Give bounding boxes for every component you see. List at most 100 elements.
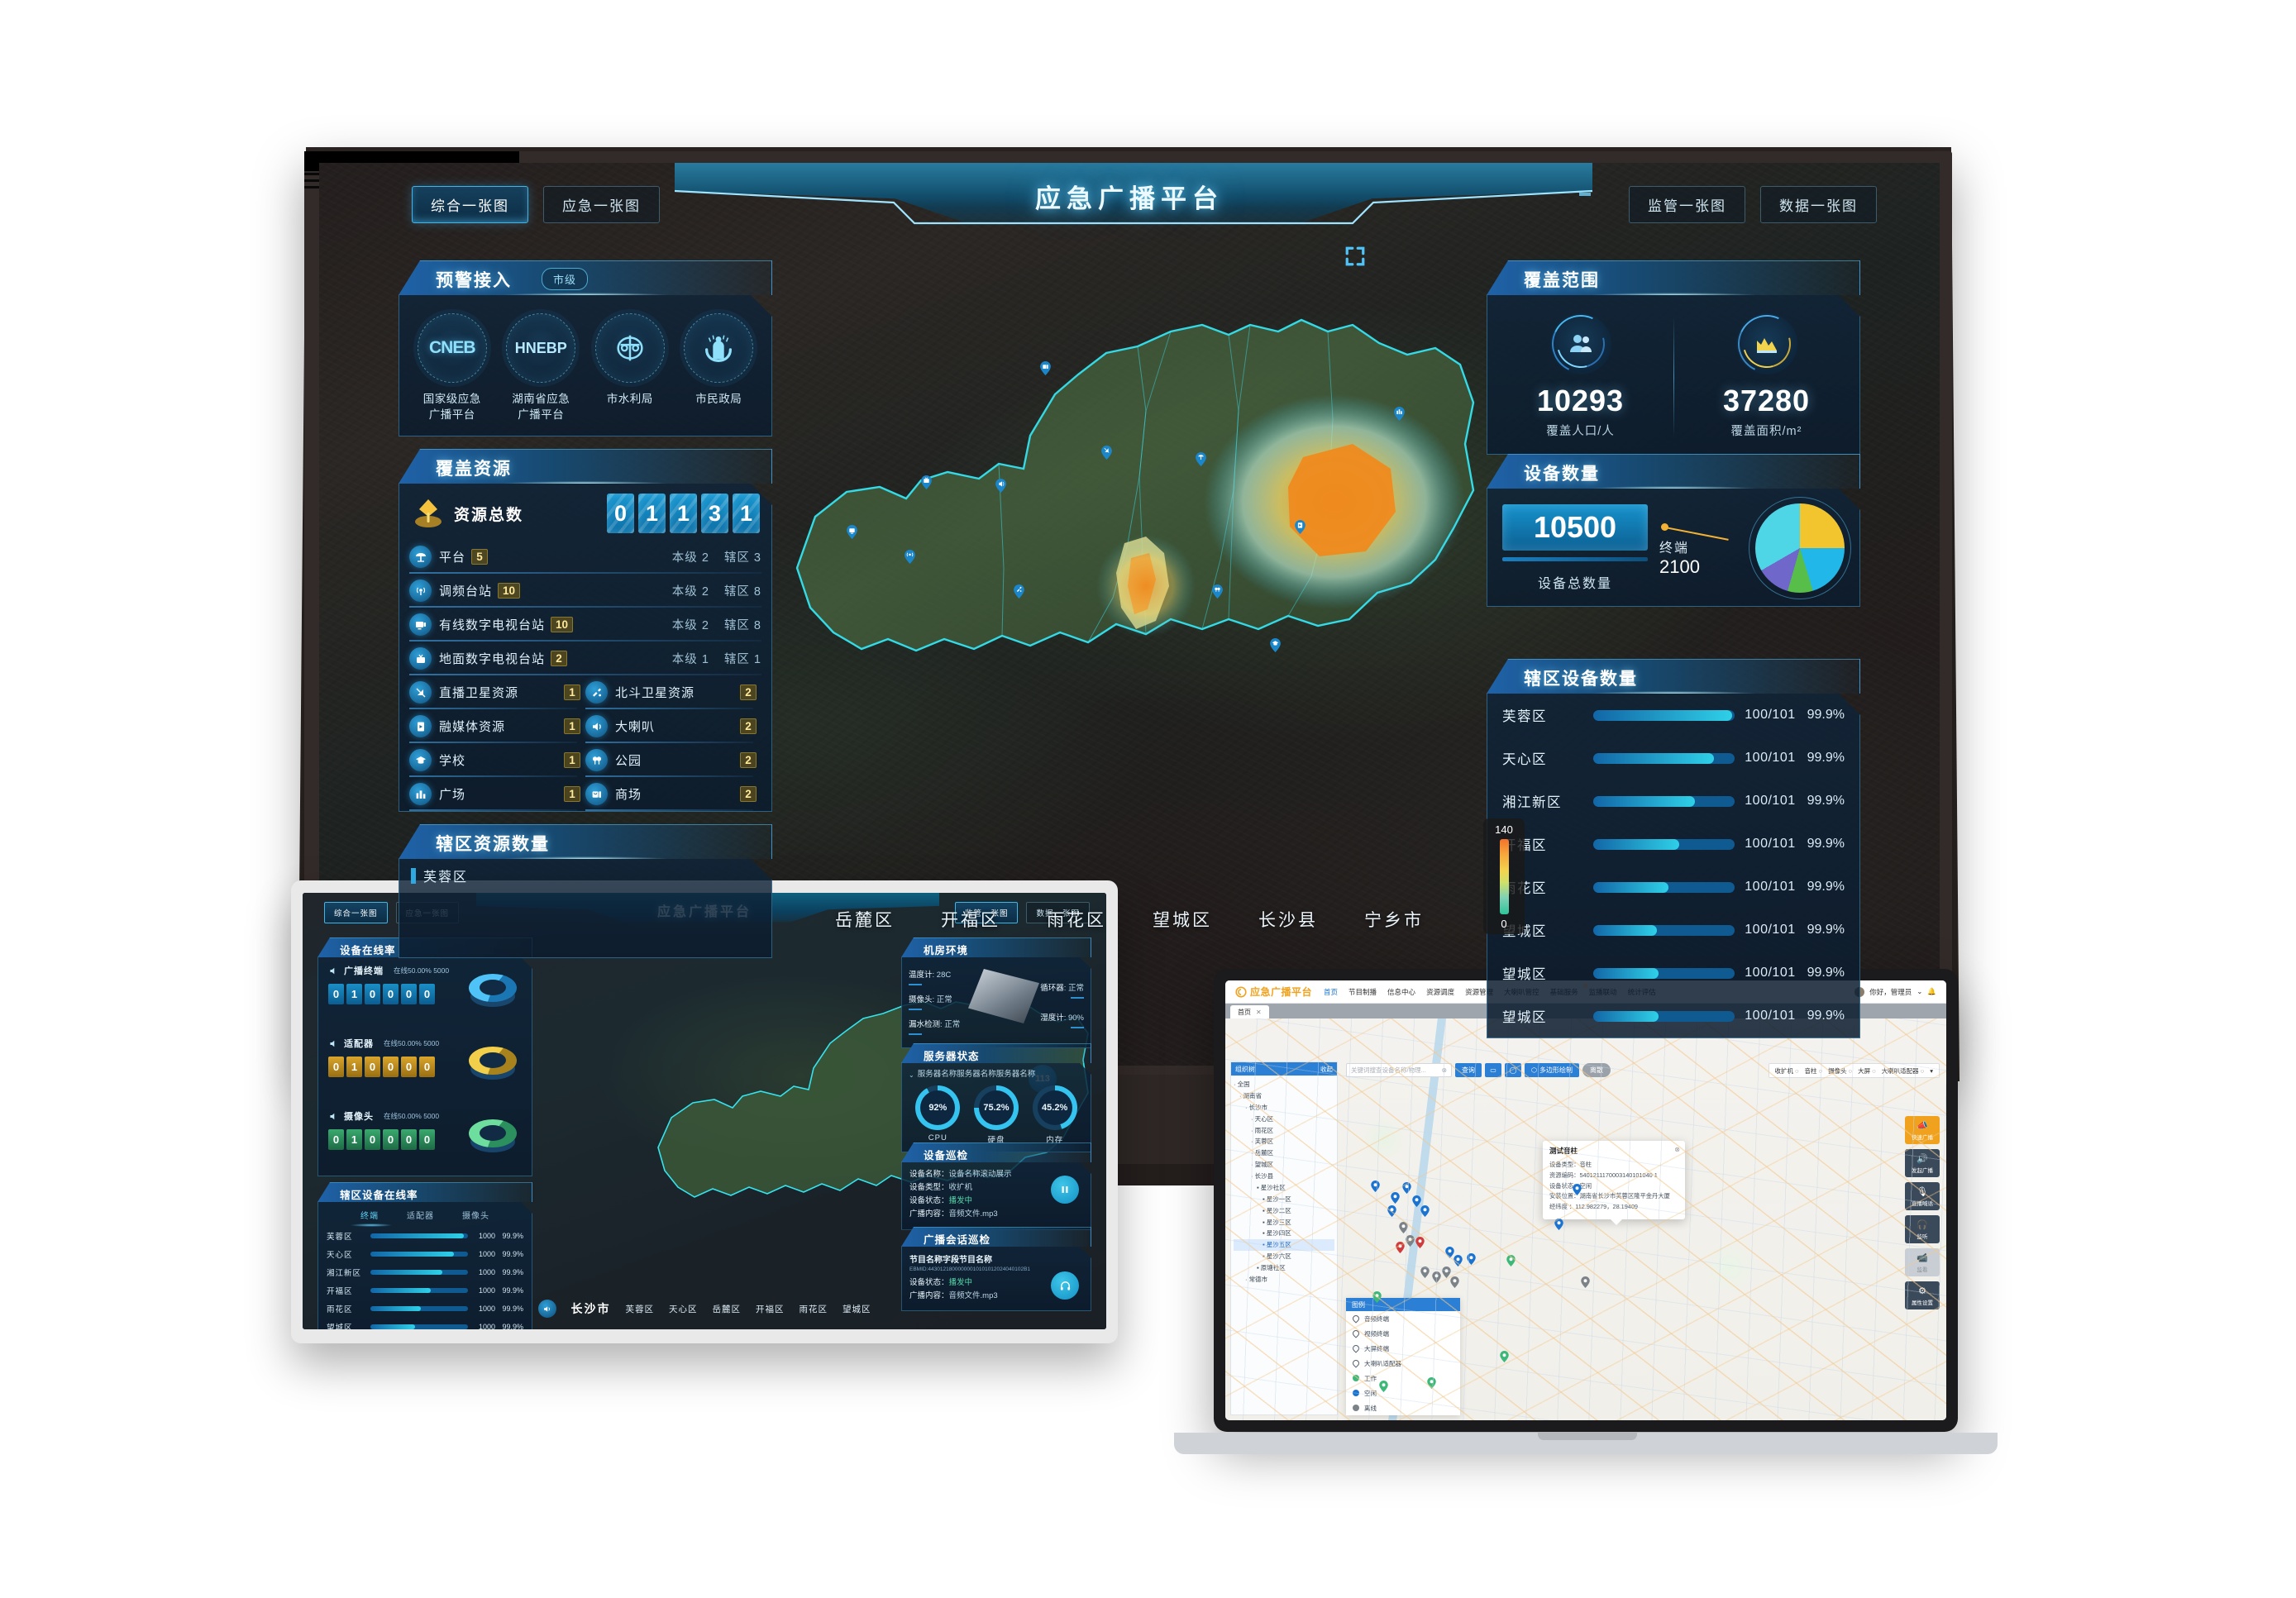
map-device-marker[interactable] [1387, 1205, 1396, 1217]
resource-row-platform[interactable]: 平台 5 本级 2 辖区 3 [399, 540, 771, 574]
district-label[interactable]: 宁乡市 [1364, 911, 1424, 930]
tab-data-map[interactable]: 数据一张图 [1760, 186, 1877, 223]
filter-checkbox[interactable]: 大喇叭适配器 ◌ [1881, 1066, 1925, 1075]
map-device-marker[interactable] [1432, 1271, 1441, 1283]
tab-supervision-map[interactable]: 监管一张图 [1629, 186, 1745, 223]
tree-node[interactable]: · 常德市 [1245, 1275, 1268, 1283]
table-row[interactable]: 湘江新区 1000 99.9% [327, 1263, 523, 1281]
search-input[interactable]: 关键词搜查设备名称/物理... ⊗ [1346, 1063, 1452, 1077]
resource-row-mall[interactable]: 商场 2 [585, 777, 761, 811]
map-device-marker[interactable] [1500, 1351, 1509, 1362]
rate-tab-camera[interactable]: 摄像头 [462, 1212, 489, 1221]
table-row[interactable]: 芙蓉区 100/101 99.9% [1487, 694, 1859, 737]
resource-row-beidou-satellite[interactable]: 北斗卫星资源 2 [585, 675, 761, 709]
map-marker-monitor[interactable] [847, 525, 857, 539]
map-device-marker[interactable] [1442, 1266, 1451, 1278]
filter-checkbox[interactable]: 大屏 ◌ [1858, 1066, 1876, 1075]
resource-row-school[interactable]: 学校 1 [409, 743, 585, 777]
map-marker-square[interactable] [1394, 407, 1405, 421]
tree-node[interactable]: · 岳麓区 [1251, 1149, 1274, 1157]
tree-node[interactable]: ▪ 星沙六区 [1263, 1252, 1291, 1261]
map-marker-speaker[interactable] [995, 479, 1006, 493]
district-label[interactable]: 雨花区 [799, 1304, 828, 1314]
table-row[interactable]: 望城区 100/101 99.9% [1487, 952, 1859, 995]
fullscreen-icon[interactable] [1344, 246, 1366, 267]
nav-item-menu[interactable]: 节目制播 [1348, 987, 1377, 996]
tree-node[interactable]: ▪ 星沙三区 [1263, 1218, 1291, 1226]
resource-row-loudspeaker[interactable]: 大喇叭 2 [585, 709, 761, 743]
district-label[interactable]: 开福区 [941, 911, 1000, 930]
resource-row-park[interactable]: 公园 2 [585, 743, 761, 777]
map-marker-school[interactable] [1270, 638, 1281, 652]
tab-comprehensive-map[interactable]: 综合一张图 [412, 186, 528, 223]
tree-node[interactable]: · 雨花区 [1251, 1126, 1274, 1134]
map-device-marker[interactable] [1379, 1381, 1388, 1392]
filter-checkbox[interactable]: 收扩机 ◌ [1774, 1066, 1799, 1075]
map-device-marker[interactable] [1554, 1219, 1563, 1230]
bell-icon[interactable]: 🔔 [1927, 987, 1936, 995]
rate-tab-adapter[interactable]: 适配器 [407, 1212, 434, 1221]
map-device-marker[interactable] [1406, 1235, 1415, 1247]
changsha-map[interactable] [782, 295, 1485, 758]
map-device-marker[interactable] [1415, 1237, 1425, 1248]
pause-icon[interactable] [1051, 1176, 1079, 1204]
nav-item-menu[interactable]: 资源管理 [1465, 987, 1494, 996]
tree-node[interactable]: · 全国 [1234, 1080, 1250, 1088]
warning-source-civil-affairs[interactable]: 市民政局 [677, 313, 760, 422]
filter-checkbox[interactable]: 音柱 ◌ [1804, 1066, 1823, 1075]
table-row[interactable]: 望城区 100/101 99.9% [1487, 909, 1859, 952]
map-device-marker[interactable] [1581, 1276, 1590, 1288]
chevron-down-icon[interactable]: ⌄ [909, 1071, 914, 1079]
table-row[interactable]: 望城区 100/101 99.9% [1487, 995, 1859, 1038]
district-label[interactable]: 岳麓区 [835, 911, 895, 930]
warning-source-hnebp[interactable]: HNEBP 湖南省应急 广播平台 [499, 313, 582, 422]
side-button-watch[interactable]: 📹 监看 [1905, 1248, 1940, 1276]
nav-item-menu[interactable]: 信息中心 [1387, 987, 1416, 996]
legend-item[interactable]: 空闲 [1346, 1386, 1460, 1400]
map-device-marker[interactable] [1371, 1181, 1380, 1192]
rectangle-tool-icon[interactable]: ▭ [1485, 1063, 1501, 1077]
district-label[interactable]: 天心区 [669, 1304, 698, 1314]
rate-tab-terminal[interactable]: 终端 [360, 1212, 379, 1221]
polygon-draw-button[interactable]: ⬡ 多边形绘制 [1525, 1063, 1579, 1077]
district-label[interactable]: 岳麓区 [712, 1304, 741, 1314]
map-marker-media-convergence[interactable] [1295, 520, 1306, 534]
china-map-container[interactable] [782, 262, 1485, 1047]
map-marker-fm-station[interactable] [905, 550, 915, 564]
map-device-marker[interactable] [1420, 1205, 1430, 1217]
map-device-marker[interactable] [1402, 1182, 1411, 1194]
side-button-quick-broadcast[interactable]: 📣 快速广播 [1905, 1116, 1940, 1144]
side-button-start-broadcast[interactable]: 🔊 发起广播 [1905, 1149, 1940, 1177]
nav-item-home[interactable]: 首页 [1324, 987, 1339, 996]
warning-source-water-bureau[interactable]: 市水利局 [589, 313, 671, 422]
table-row[interactable]: 雨花区 1000 99.9% [327, 1300, 523, 1318]
map-device-marker[interactable] [1427, 1377, 1436, 1389]
map-marker-platform[interactable] [1196, 452, 1206, 466]
table-row[interactable]: 天心区 1000 99.9% [327, 1245, 523, 1263]
chevron-down-icon[interactable]: ▾ [1930, 1066, 1933, 1075]
map-marker-park[interactable] [1212, 584, 1223, 599]
table-row[interactable]: 芙蓉区 1000 99.9% [327, 1227, 523, 1245]
clear-icon[interactable]: ⊗ [1441, 1066, 1447, 1074]
legend-item[interactable]: 视频终端 [1346, 1326, 1460, 1341]
laptop-map[interactable]: 组织树 收起 · 全国 · 湖南省 · 长沙市 · 天心区 · 雨花区 · 芙蓉区 · 岳麓… [1225, 1018, 1946, 1420]
map-device-marker[interactable] [1506, 1255, 1516, 1266]
district-label[interactable]: 望城区 [843, 1304, 871, 1314]
map-device-marker[interactable] [1467, 1253, 1476, 1265]
collapse-icon[interactable]: 收起 [1320, 1065, 1333, 1073]
map-marker-mall[interactable] [1040, 361, 1051, 375]
headphone-icon[interactable] [1051, 1271, 1079, 1300]
close-icon[interactable]: ⊗ [1674, 1146, 1680, 1153]
tree-node[interactable]: ▪ 星沙五区 [1234, 1239, 1334, 1252]
filter-checkbox[interactable]: 摄像头 ◌ [1828, 1066, 1853, 1075]
legend-item[interactable]: 大屏终端 [1346, 1341, 1460, 1356]
district-label[interactable]: 望城区 [1153, 911, 1212, 930]
map-device-marker[interactable] [1412, 1195, 1421, 1207]
tab-emergency-map[interactable]: 应急一张图 [543, 186, 660, 223]
table-row[interactable]: 望城区 1000 99.9% [327, 1318, 523, 1329]
circle-tool-icon[interactable]: ◯ [1505, 1063, 1521, 1077]
resource-row-terrestrial-tv[interactable]: 地面数字电视台站 2 本级 1 辖区 1 [399, 642, 771, 675]
resource-row-square[interactable]: 广场 1 [409, 777, 585, 811]
district-resource-item[interactable]: 芙蓉区 [399, 859, 771, 892]
speaker-icon[interactable] [537, 1300, 556, 1318]
